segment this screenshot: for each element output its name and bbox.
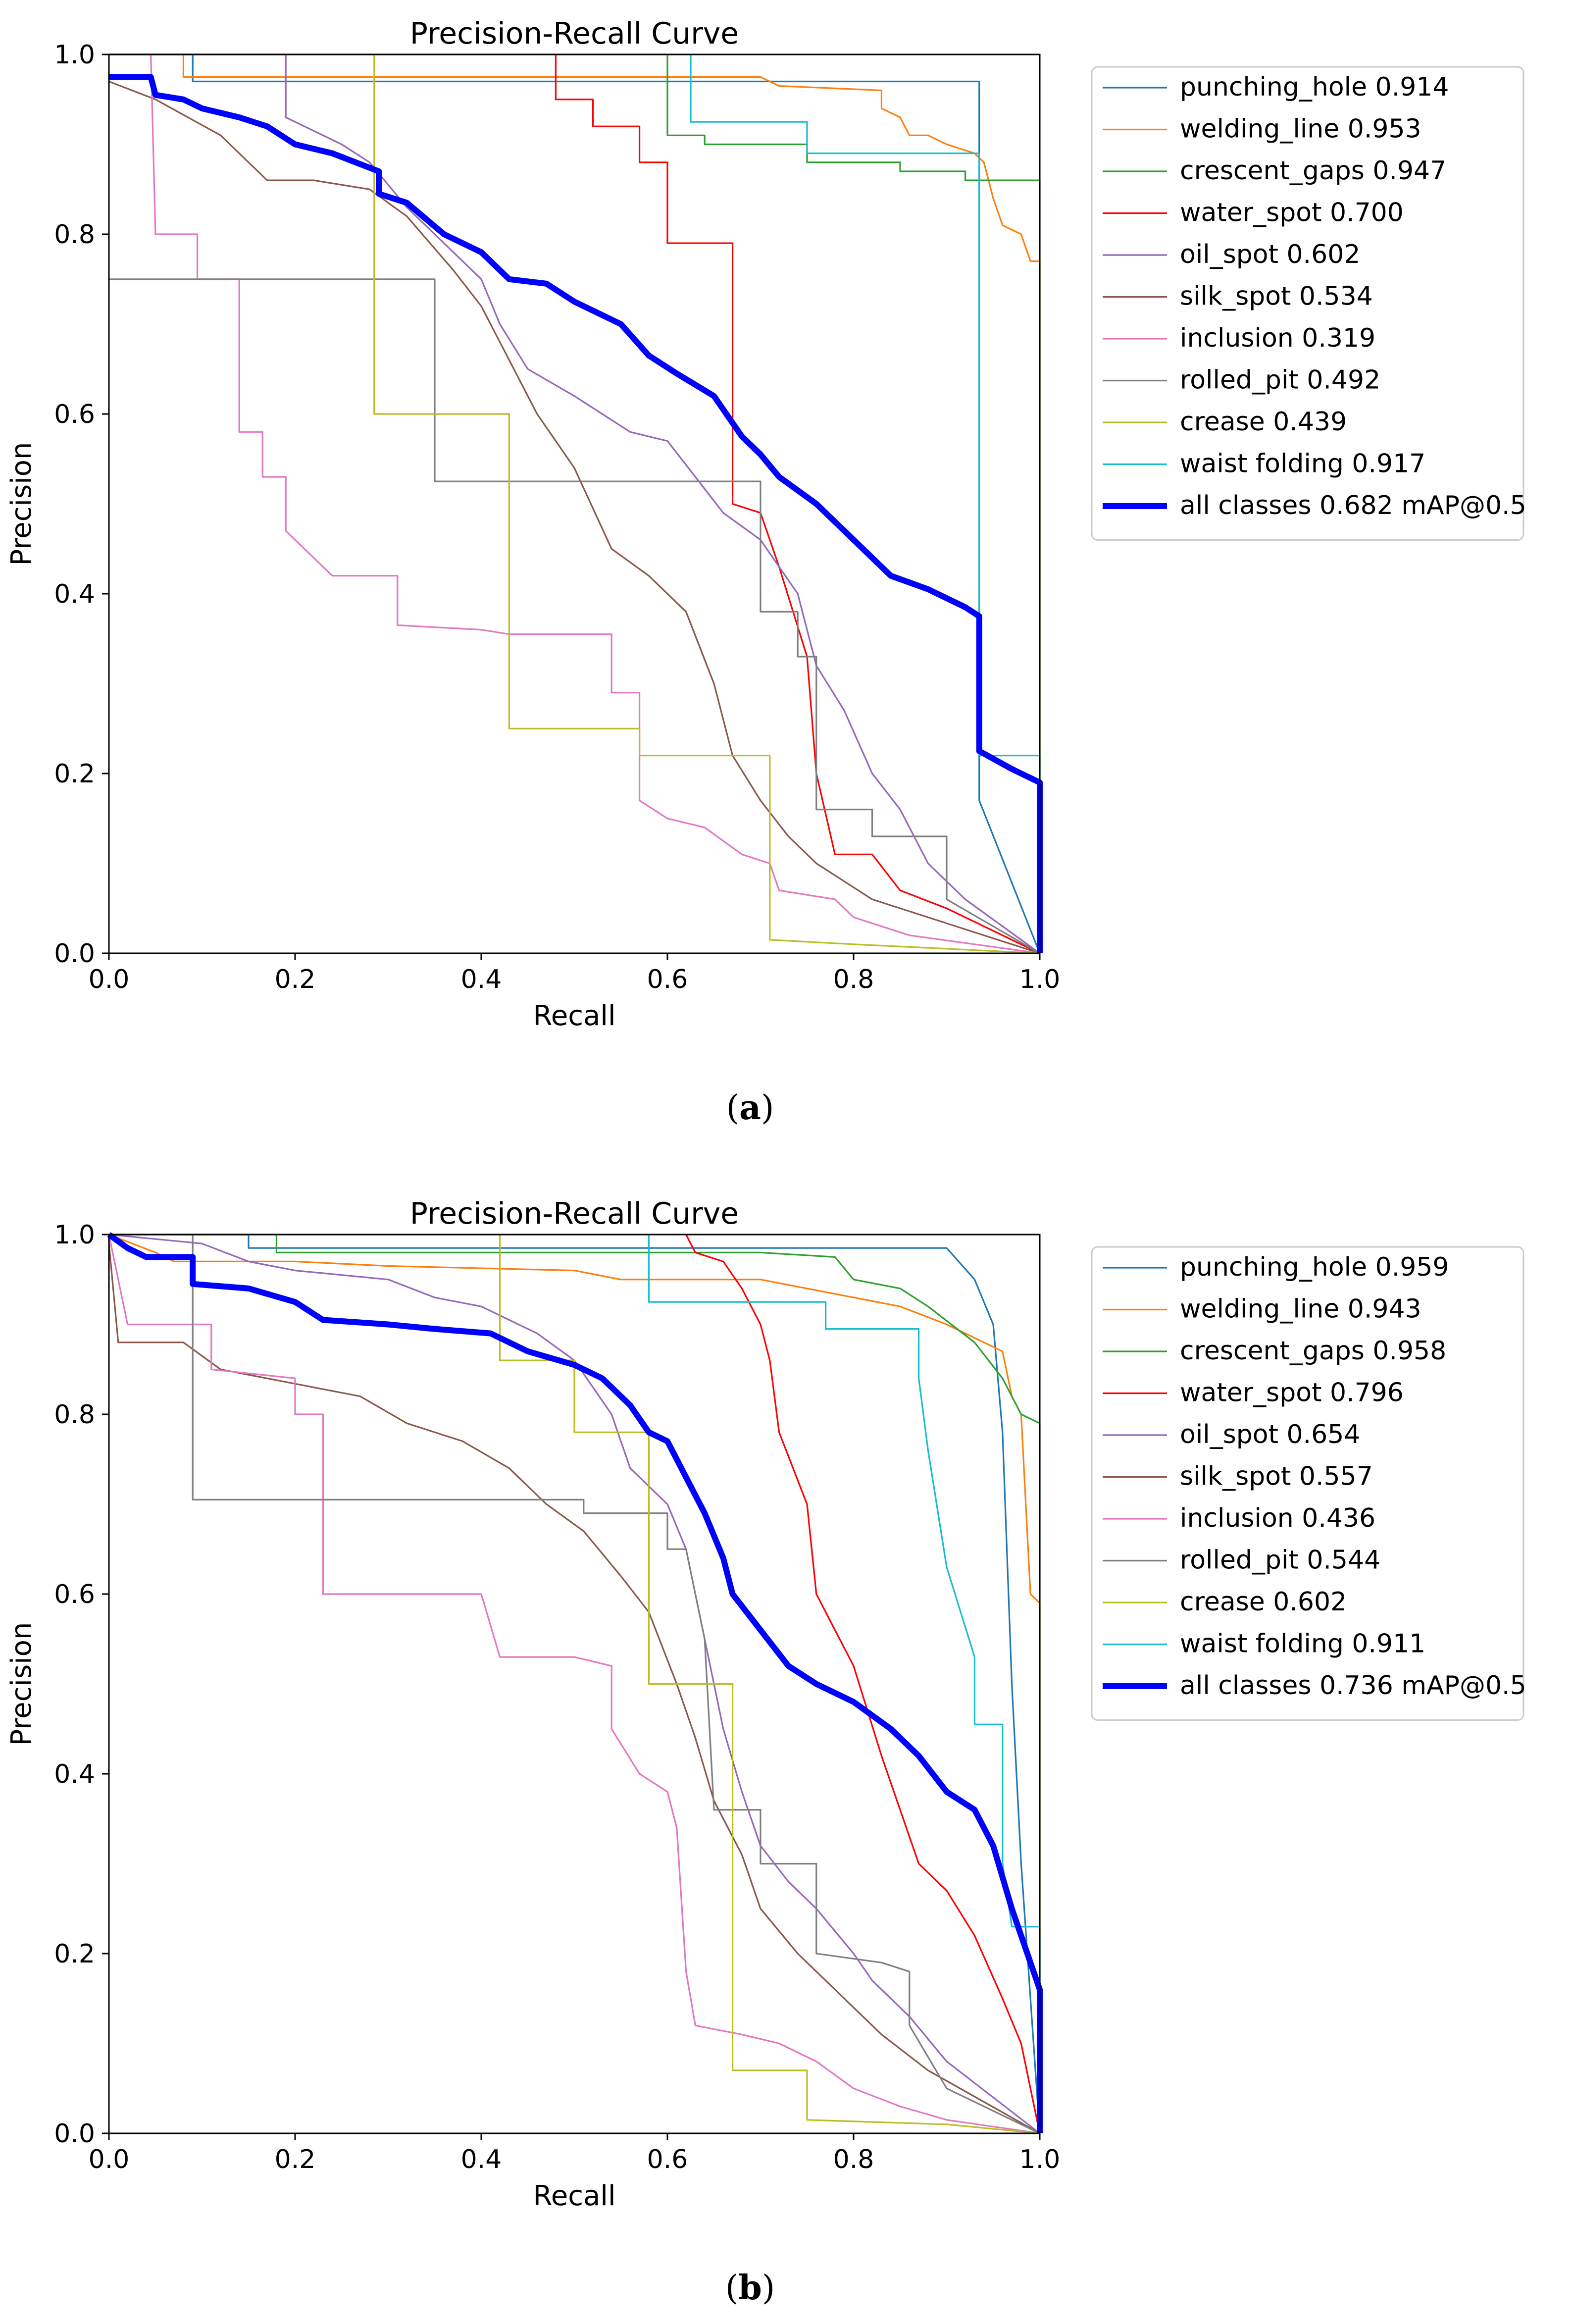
legend-label-all: all classes 0.736 mAP@0.5 bbox=[1180, 1671, 1526, 1701]
series-line-all bbox=[107, 1232, 1043, 2133]
y-tick-label: 0.8 bbox=[54, 220, 95, 250]
chart-panel-2: Precision-Recall Curve 0.0 0.2 0.4 0.6 0.8 1.0… bbox=[5, 1196, 1526, 2308]
x-tick-label: 0.8 bbox=[833, 2145, 874, 2174]
panel-caption: (b) bbox=[725, 2268, 775, 2308]
legend-label-water_spot: water_spot 0.700 bbox=[1180, 198, 1404, 228]
legend-label-welding_line: welding_line 0.953 bbox=[1180, 114, 1421, 144]
series-line-crease bbox=[373, 54, 1040, 954]
legend-label-crease: crease 0.602 bbox=[1180, 1587, 1347, 1617]
legend-box bbox=[1091, 1246, 1524, 1721]
series-line-silk_spot bbox=[108, 81, 1040, 954]
caption-close-paren: ) bbox=[762, 2269, 775, 2308]
legend-box bbox=[1091, 66, 1524, 541]
legend-label-silk_spot: silk_spot 0.557 bbox=[1180, 1462, 1373, 1492]
caption-letter: b bbox=[738, 2268, 762, 2308]
y-axis-label: Precision bbox=[5, 1622, 38, 1746]
legend-label-crease: crease 0.439 bbox=[1180, 407, 1347, 437]
chart-title: Precision-Recall Curve bbox=[410, 16, 739, 51]
caption-letter: a bbox=[739, 1088, 761, 1128]
y-tick-label: 1.0 bbox=[54, 40, 95, 70]
y-tick-label: 0.6 bbox=[54, 1580, 95, 1609]
chart-panel-1: Precision-Recall Curve 0.0 0.2 0.4 0.6 0.8 1.0… bbox=[5, 16, 1526, 1128]
legend-label-crescent_gaps: crescent_gaps 0.947 bbox=[1180, 156, 1446, 186]
series-line-water_spot bbox=[685, 1234, 1041, 2134]
x-tick-label: 0.6 bbox=[647, 2145, 688, 2174]
x-tick-label: 0.4 bbox=[461, 2145, 502, 2174]
chart-title: Precision-Recall Curve bbox=[410, 1196, 739, 1231]
legend-label-all: all classes 0.682 mAP@0.5 bbox=[1180, 491, 1526, 520]
legend-label-oil_spot: oil_spot 0.602 bbox=[1180, 240, 1360, 269]
legend-label-inclusion: inclusion 0.436 bbox=[1180, 1503, 1375, 1533]
caption-open-paren: ( bbox=[725, 2269, 739, 2308]
series-lines bbox=[108, 53, 1043, 954]
legend-label-rolled_pit: rolled_pit 0.492 bbox=[1180, 365, 1380, 395]
legend-label-oil_spot: oil_spot 0.654 bbox=[1180, 1420, 1360, 1449]
series-line-water_spot bbox=[555, 54, 1040, 954]
x-tick-label: 0.2 bbox=[275, 2145, 316, 2174]
plot-frame bbox=[108, 1234, 1041, 2134]
legend-label-crescent_gaps: crescent_gaps 0.958 bbox=[1180, 1336, 1446, 1366]
legend-label-waist_folding: waist folding 0.917 bbox=[1180, 449, 1425, 479]
y-tick-label: 0.4 bbox=[54, 1759, 95, 1789]
y-tick-label: 0.2 bbox=[54, 759, 95, 789]
caption-open-paren: ( bbox=[726, 1088, 739, 1128]
series-line-inclusion bbox=[108, 1234, 1040, 2134]
legend-label-waist_folding: waist folding 0.911 bbox=[1180, 1629, 1425, 1659]
series-line-crescent_gaps bbox=[109, 1234, 1041, 2133]
legend-label-punching_hole: punching_hole 0.959 bbox=[1180, 1252, 1449, 1282]
series-line-crescent_gaps bbox=[109, 53, 1041, 953]
x-tick-label: 1.0 bbox=[1019, 965, 1061, 994]
series-line-punching_hole bbox=[109, 1234, 1041, 2134]
x-axis-label: Recall bbox=[533, 2180, 615, 2212]
legend-label-inclusion: inclusion 0.319 bbox=[1180, 323, 1375, 353]
x-tick-label: 0.0 bbox=[89, 965, 130, 994]
x-tick-label: 1.0 bbox=[1019, 2145, 1061, 2174]
x-tick-label: 0.4 bbox=[461, 965, 502, 994]
y-tick-label: 0.0 bbox=[54, 939, 95, 969]
series-line-silk_spot bbox=[108, 1243, 1040, 2134]
series-line-inclusion bbox=[150, 54, 1040, 954]
panel-caption: (a) bbox=[726, 1088, 774, 1128]
series-line-rolled_pit bbox=[109, 278, 1040, 954]
plot-frame bbox=[108, 53, 1041, 954]
y-tick-label: 1.0 bbox=[54, 1220, 95, 1250]
y-tick-label: 0.0 bbox=[54, 2119, 95, 2149]
y-tick-label: 0.2 bbox=[54, 1939, 95, 1969]
series-line-welding_line bbox=[109, 53, 1041, 953]
legend-label-punching_hole: punching_hole 0.914 bbox=[1180, 72, 1449, 102]
legend-label-silk_spot: silk_spot 0.534 bbox=[1180, 282, 1373, 311]
series-line-oil_spot bbox=[108, 1234, 1040, 2134]
series-line-rolled_pit bbox=[109, 1234, 1040, 2134]
legend-label-water_spot: water_spot 0.796 bbox=[1180, 1378, 1404, 1408]
caption-close-paren: ) bbox=[761, 1088, 774, 1128]
series-line-waist_folding bbox=[109, 53, 1041, 953]
y-tick-label: 0.6 bbox=[54, 400, 95, 429]
x-tick-label: 0.0 bbox=[89, 2145, 130, 2174]
x-axis-label: Recall bbox=[533, 1000, 615, 1032]
series-line-all bbox=[109, 74, 1043, 953]
x-tick-label: 0.6 bbox=[647, 965, 688, 994]
y-tick-label: 0.8 bbox=[54, 1400, 95, 1430]
x-tick-label: 0.2 bbox=[275, 965, 316, 994]
legend-label-rolled_pit: rolled_pit 0.544 bbox=[1180, 1546, 1380, 1575]
legend-label-welding_line: welding_line 0.943 bbox=[1180, 1294, 1421, 1324]
x-tick-label: 0.8 bbox=[833, 965, 874, 994]
y-tick-label: 0.4 bbox=[54, 579, 95, 609]
series-lines bbox=[107, 1232, 1043, 2134]
y-axis-label: Precision bbox=[5, 442, 38, 566]
